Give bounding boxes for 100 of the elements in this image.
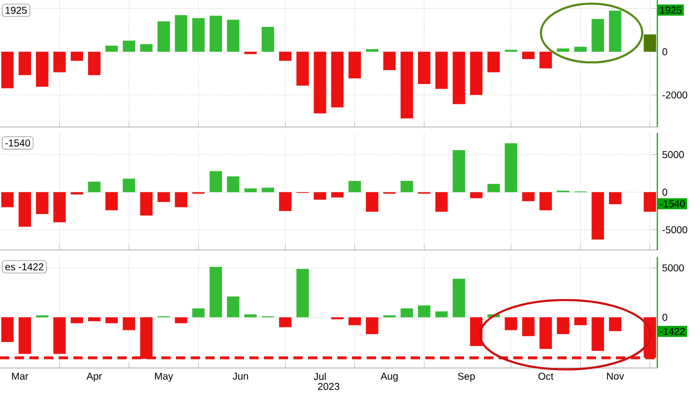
bar [210,266,222,318]
bar [262,26,274,52]
bar [608,192,622,204]
bar [331,192,344,198]
bar [504,143,518,192]
y-tick-label: 0 [662,314,668,321]
bar [244,52,257,54]
bar [470,52,482,95]
bar [105,46,118,52]
bar [210,171,222,192]
bar [522,52,535,60]
x-tick-label: Sep [458,372,475,382]
bar [174,15,188,52]
bar [574,46,587,52]
x-tick-label: Oct [538,372,554,380]
bar [435,52,448,89]
bar [105,192,118,210]
bar [383,52,396,70]
bar [158,192,170,202]
bar [418,52,430,84]
bar [348,52,361,78]
bar [1,317,14,342]
bar [226,176,240,192]
x-tick-label: Mar [12,372,28,380]
y-tick-label: 5000 [662,264,684,272]
bar [105,317,118,324]
x-axis-title: 2023 [318,382,340,390]
annotation: 1925 [660,6,682,14]
bar [452,150,466,192]
bar [574,317,587,326]
annotation: -1540 [660,200,685,208]
bar [296,268,309,318]
bar [192,308,205,318]
annotation: -1540 [5,139,30,147]
bar [88,182,100,192]
bar [70,317,84,324]
y-tick-label: -2000 [662,91,688,99]
bar [70,52,84,61]
bar [556,317,570,334]
bar [1,192,14,208]
bar [331,52,344,108]
bar [348,180,361,192]
bar [435,192,448,212]
bar [53,317,66,354]
bar [88,52,100,76]
bar [540,52,552,68]
bar [18,192,32,227]
x-tick-label: Apr [86,372,102,382]
bar [400,180,414,192]
bar [348,317,361,326]
bar [592,317,604,351]
bar [140,192,153,216]
bar [140,44,153,52]
bar [400,52,414,118]
bar [296,52,309,86]
bar [36,192,48,214]
annotation: es -1422 [5,263,44,270]
bar [226,20,240,52]
bar [279,52,292,61]
bar [122,317,136,330]
x-tick-label: Jun [232,372,248,380]
bar [592,19,604,52]
bar [53,52,66,72]
bar [487,52,500,72]
bar [556,48,570,52]
x-tick-label: Aug [380,372,398,382]
bar [158,21,170,52]
bar [366,192,378,212]
y-tick-label: 0 [662,188,668,196]
bar [608,10,622,52]
bar [540,317,552,349]
bar [366,317,378,334]
bar [470,317,482,346]
bar [452,278,466,318]
bar [452,52,466,104]
y-tick-label: -5000 [662,226,688,234]
bar [174,317,188,324]
x-tick-label: May [155,372,174,382]
bar [540,192,552,210]
bar [174,192,188,208]
bar [522,192,535,202]
bar [244,188,257,192]
bar [18,52,32,76]
bar [36,52,48,87]
bar [400,308,414,318]
bar [644,34,656,52]
bar [226,296,240,318]
bar [122,178,136,192]
bar [487,184,500,192]
bar [366,49,378,52]
y-tick-label: 5000 [662,151,684,158]
bar [262,188,274,192]
bar [418,305,430,318]
y-tick-label: 0 [662,48,668,56]
bar [88,317,100,322]
bar [314,52,326,114]
bar [18,317,32,354]
x-tick-label: Jul [314,372,326,380]
bar [470,192,482,198]
bar [279,192,292,211]
